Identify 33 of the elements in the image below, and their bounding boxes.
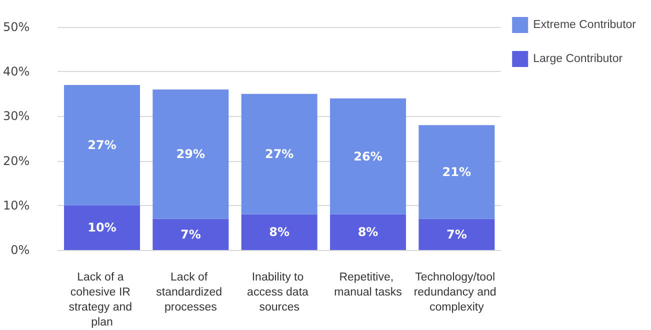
x-tick-label: Lack of standardized processes xyxy=(156,272,226,314)
bar xyxy=(330,214,406,250)
legend-label: Large Contributor xyxy=(533,53,623,65)
bar xyxy=(418,218,495,250)
legend-label: Extreme Contributor xyxy=(533,19,636,31)
x-tick-label: Repetitive, manual tasks xyxy=(334,272,402,298)
data-label: 8% xyxy=(358,225,378,240)
y-tick-label: 40% xyxy=(3,64,30,79)
x-tick-label: Technology/tool redundancy and complexity xyxy=(414,272,500,314)
bar xyxy=(418,125,495,219)
y-tick-label: 20% xyxy=(3,154,30,168)
data-label: 29% xyxy=(176,147,206,162)
x-tick-label: Inability to access data sources xyxy=(247,272,312,314)
x-tick-label: Lack of a cohesive IR strategy and plan xyxy=(68,272,136,328)
bar xyxy=(152,218,229,250)
bar xyxy=(64,84,140,206)
bar xyxy=(152,89,229,219)
bar xyxy=(241,94,318,214)
y-tick-label: 0% xyxy=(10,243,30,257)
data-label: 7% xyxy=(446,227,467,242)
bar xyxy=(64,205,140,250)
y-tick-label: 50% xyxy=(3,20,30,34)
bar xyxy=(241,214,318,250)
data-label: 7% xyxy=(180,227,201,242)
data-label: 27% xyxy=(88,138,116,152)
data-label: 21% xyxy=(442,164,472,179)
y-tick-label: 10% xyxy=(3,198,30,212)
data-label: 8% xyxy=(269,225,290,240)
data-label: 27% xyxy=(264,147,294,162)
y-tick-label: 30% xyxy=(3,109,30,124)
data-label: 26% xyxy=(354,149,382,164)
data-label: 10% xyxy=(88,220,116,235)
bar xyxy=(330,98,406,214)
